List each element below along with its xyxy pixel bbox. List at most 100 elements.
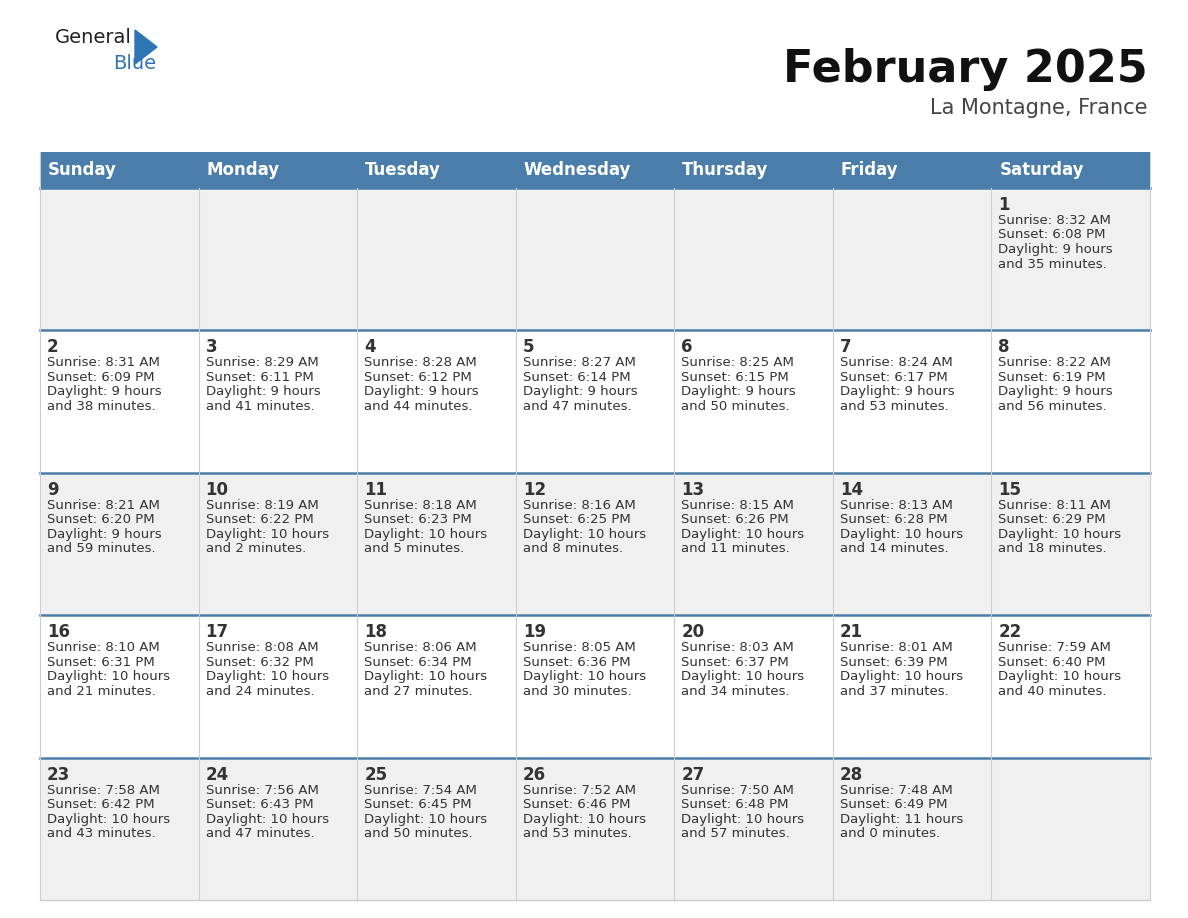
Text: and 21 minutes.: and 21 minutes. [48,685,156,698]
Text: and 47 minutes.: and 47 minutes. [523,400,631,413]
Text: Daylight: 10 hours: Daylight: 10 hours [681,528,804,541]
Text: Daylight: 10 hours: Daylight: 10 hours [365,528,487,541]
Text: 26: 26 [523,766,545,784]
Text: Sunset: 6:28 PM: Sunset: 6:28 PM [840,513,948,526]
Text: Sunrise: 7:58 AM: Sunrise: 7:58 AM [48,784,160,797]
Text: Daylight: 9 hours: Daylight: 9 hours [206,386,321,398]
Text: Sunrise: 8:15 AM: Sunrise: 8:15 AM [681,498,794,512]
Text: 12: 12 [523,481,545,498]
Bar [40,152,1150,188]
Text: Sunset: 6:46 PM: Sunset: 6:46 PM [523,798,630,812]
Text: Daylight: 9 hours: Daylight: 9 hours [998,386,1113,398]
Text: and 35 minutes.: and 35 minutes. [998,258,1107,271]
Text: Daylight: 10 hours: Daylight: 10 hours [840,670,963,683]
Text: and 18 minutes.: and 18 minutes. [998,543,1107,555]
Text: 22: 22 [998,623,1022,641]
Text: Daylight: 10 hours: Daylight: 10 hours [998,528,1121,541]
Text: Sunday: Sunday [48,161,116,179]
Text: Sunrise: 8:24 AM: Sunrise: 8:24 AM [840,356,953,369]
Text: and 41 minutes.: and 41 minutes. [206,400,314,413]
Text: Sunrise: 8:25 AM: Sunrise: 8:25 AM [681,356,794,369]
Text: 2: 2 [48,339,58,356]
Text: and 56 minutes.: and 56 minutes. [998,400,1107,413]
Text: 1: 1 [998,196,1010,214]
Text: General: General [55,28,132,47]
Text: 28: 28 [840,766,862,784]
Text: and 50 minutes.: and 50 minutes. [365,827,473,840]
Text: Sunset: 6:29 PM: Sunset: 6:29 PM [998,513,1106,526]
Text: Sunset: 6:15 PM: Sunset: 6:15 PM [681,371,789,384]
Text: and 40 minutes.: and 40 minutes. [998,685,1107,698]
Text: Blue: Blue [113,54,156,73]
Text: 23: 23 [48,766,70,784]
Text: 7: 7 [840,339,852,356]
Text: Daylight: 9 hours: Daylight: 9 hours [998,243,1113,256]
Text: and 38 minutes.: and 38 minutes. [48,400,156,413]
Text: Sunset: 6:43 PM: Sunset: 6:43 PM [206,798,314,812]
Text: Sunset: 6:40 PM: Sunset: 6:40 PM [998,655,1106,668]
Text: February 2025: February 2025 [783,48,1148,91]
Text: Sunrise: 7:54 AM: Sunrise: 7:54 AM [365,784,478,797]
Text: Sunset: 6:22 PM: Sunset: 6:22 PM [206,513,314,526]
Text: Sunrise: 8:28 AM: Sunrise: 8:28 AM [365,356,476,369]
Text: 4: 4 [365,339,375,356]
Text: and 37 minutes.: and 37 minutes. [840,685,948,698]
Text: Thursday: Thursday [682,161,769,179]
Text: Sunrise: 8:32 AM: Sunrise: 8:32 AM [998,214,1111,227]
Text: Sunrise: 7:56 AM: Sunrise: 7:56 AM [206,784,318,797]
Text: Daylight: 10 hours: Daylight: 10 hours [206,812,329,825]
Text: Sunset: 6:32 PM: Sunset: 6:32 PM [206,655,314,668]
Text: Sunset: 6:08 PM: Sunset: 6:08 PM [998,229,1106,241]
Text: Daylight: 10 hours: Daylight: 10 hours [523,812,646,825]
Text: 9: 9 [48,481,58,498]
Text: and 43 minutes.: and 43 minutes. [48,827,156,840]
Bar [40,330,1150,473]
Text: 10: 10 [206,481,228,498]
Text: and 14 minutes.: and 14 minutes. [840,543,948,555]
Text: 8: 8 [998,339,1010,356]
Text: and 50 minutes.: and 50 minutes. [681,400,790,413]
Text: 19: 19 [523,623,545,641]
Text: Sunset: 6:19 PM: Sunset: 6:19 PM [998,371,1106,384]
Text: Sunrise: 8:27 AM: Sunrise: 8:27 AM [523,356,636,369]
Text: Sunset: 6:20 PM: Sunset: 6:20 PM [48,513,154,526]
Text: and 30 minutes.: and 30 minutes. [523,685,631,698]
Text: 15: 15 [998,481,1022,498]
Text: Sunrise: 8:13 AM: Sunrise: 8:13 AM [840,498,953,512]
Text: and 2 minutes.: and 2 minutes. [206,543,305,555]
Text: Daylight: 10 hours: Daylight: 10 hours [48,670,170,683]
Text: Sunrise: 7:50 AM: Sunrise: 7:50 AM [681,784,794,797]
Text: Daylight: 10 hours: Daylight: 10 hours [998,670,1121,683]
Text: Sunset: 6:36 PM: Sunset: 6:36 PM [523,655,631,668]
Text: Sunset: 6:42 PM: Sunset: 6:42 PM [48,798,154,812]
Text: Daylight: 9 hours: Daylight: 9 hours [48,528,162,541]
Text: Daylight: 10 hours: Daylight: 10 hours [206,528,329,541]
Text: Sunrise: 8:22 AM: Sunrise: 8:22 AM [998,356,1111,369]
Text: Daylight: 10 hours: Daylight: 10 hours [48,812,170,825]
Text: and 5 minutes.: and 5 minutes. [365,543,465,555]
Text: Sunset: 6:48 PM: Sunset: 6:48 PM [681,798,789,812]
Text: Daylight: 10 hours: Daylight: 10 hours [206,670,329,683]
Text: Daylight: 9 hours: Daylight: 9 hours [681,386,796,398]
Text: Wednesday: Wednesday [524,161,631,179]
Text: 14: 14 [840,481,862,498]
Text: Sunrise: 8:10 AM: Sunrise: 8:10 AM [48,641,159,655]
Bar [40,757,1150,900]
Text: Daylight: 10 hours: Daylight: 10 hours [681,812,804,825]
Text: Sunset: 6:14 PM: Sunset: 6:14 PM [523,371,631,384]
Text: Daylight: 10 hours: Daylight: 10 hours [365,812,487,825]
Text: 6: 6 [681,339,693,356]
Text: Friday: Friday [841,161,898,179]
Text: and 34 minutes.: and 34 minutes. [681,685,790,698]
Text: Sunset: 6:26 PM: Sunset: 6:26 PM [681,513,789,526]
Text: and 53 minutes.: and 53 minutes. [840,400,948,413]
Text: Tuesday: Tuesday [365,161,441,179]
Text: 24: 24 [206,766,229,784]
Text: and 44 minutes.: and 44 minutes. [365,400,473,413]
Text: Sunrise: 8:08 AM: Sunrise: 8:08 AM [206,641,318,655]
Text: Sunset: 6:49 PM: Sunset: 6:49 PM [840,798,947,812]
Text: Daylight: 9 hours: Daylight: 9 hours [523,386,637,398]
Text: 21: 21 [840,623,862,641]
Text: Sunrise: 8:29 AM: Sunrise: 8:29 AM [206,356,318,369]
Text: La Montagne, France: La Montagne, France [930,98,1148,118]
